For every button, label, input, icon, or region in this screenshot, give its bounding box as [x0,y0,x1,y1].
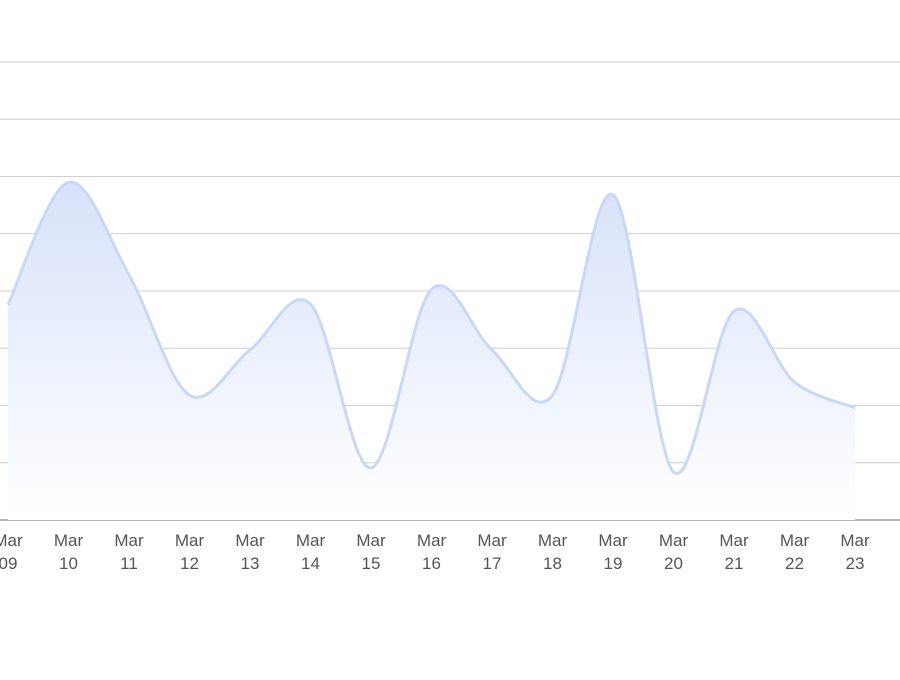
x-tick-label: Mar 10 [54,531,84,573]
area-line [6,180,856,475]
x-tick-label: Mar 20 [659,531,689,573]
x-tick-label: Mar 11 [114,531,144,573]
x-tick-label: Mar 17 [477,531,507,573]
x-tick-label: Mar 21 [719,531,749,573]
x-tick-label: Mar 19 [598,531,628,573]
area-fill [8,181,855,520]
x-tick-label: Mar 09 [0,531,23,573]
x-tick-label: Mar 12 [175,531,205,573]
x-tick-label: Mar 14 [296,531,326,573]
x-tick-label: Mar 18 [538,531,568,573]
x-tick-label: Mar 15 [356,531,386,573]
x-tick-label: Mar 13 [235,531,265,573]
x-tick-label: Mar 23 [840,531,870,573]
x-tick-label: Mar 16 [417,531,447,573]
x-tick-label: Mar 22 [780,531,810,573]
